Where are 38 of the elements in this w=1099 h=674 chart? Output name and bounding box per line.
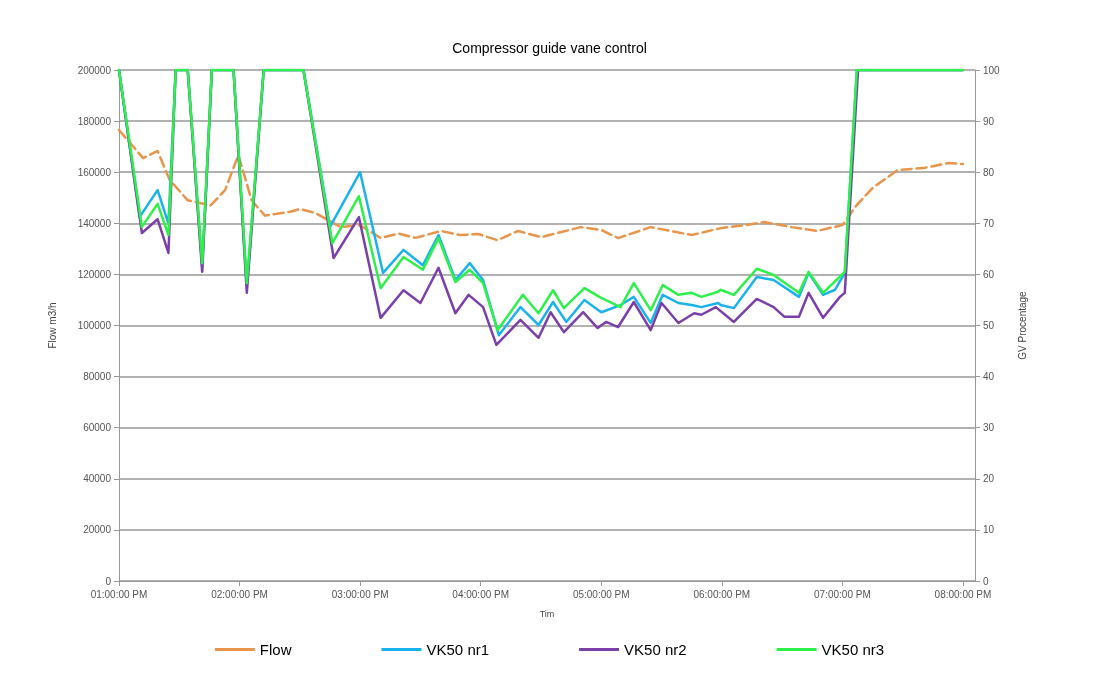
y-axis-title: Flow m3/h xyxy=(46,302,58,349)
x-tick-label: 05:00:00 PM xyxy=(572,588,630,600)
legend-label: Flow xyxy=(259,641,292,658)
y2-tick-label: 90 xyxy=(983,115,995,127)
y2-tick-label: 0 xyxy=(983,575,989,587)
legend-label: VK50 nr3 xyxy=(821,641,885,658)
x-axis-title: Tim xyxy=(539,608,555,619)
y-tick-label: 80000 xyxy=(83,371,112,383)
x-tick-label: 01:00:00 PM xyxy=(90,588,148,600)
x-tick-label: 07:00:00 PM xyxy=(814,588,871,600)
y-tick-label: 120000 xyxy=(77,268,112,280)
y-tick-label: 160000 xyxy=(77,166,112,178)
y2-tick-label: 80 xyxy=(983,166,995,178)
y2-tick-label: 30 xyxy=(983,422,995,434)
y2-axis-title: GV Procentage xyxy=(1016,290,1028,360)
y-tick-label: 20000 xyxy=(83,524,112,536)
legend-label: VK50 nr2 xyxy=(624,641,687,658)
chart-title: Compressor guide vane control xyxy=(452,40,647,56)
y2-tick-label: 10 xyxy=(983,524,995,536)
legend-label: VK50 nr1 xyxy=(426,641,490,658)
x-tick-label: 03:00:00 PM xyxy=(331,588,389,600)
y2-tick-label: 70 xyxy=(983,217,995,229)
y-tick-label: 60000 xyxy=(83,422,112,434)
y2-tick-label: 40 xyxy=(983,371,995,383)
y2-tick-label: 20 xyxy=(983,473,995,485)
x-tick-label: 02:00:00 PM xyxy=(211,588,268,600)
x-tick-label: 06:00:00 PM xyxy=(693,588,751,600)
y2-tick-label: 50 xyxy=(983,320,995,331)
y2-tick-label: 100 xyxy=(983,64,1001,76)
y-tick-label: 180000 xyxy=(77,115,112,127)
x-tick-label: 08:00:00 PM xyxy=(934,588,992,600)
y-tick-label: 140000 xyxy=(77,217,112,229)
y-tick-label: 100000 xyxy=(77,320,112,331)
y-tick-label: 40000 xyxy=(83,473,112,485)
x-tick-label: 04:00:00 PM xyxy=(452,588,510,600)
y-tick-label: 200000 xyxy=(77,64,112,76)
y2-tick-label: 60 xyxy=(983,268,995,280)
y-tick-label: 0 xyxy=(105,575,112,587)
